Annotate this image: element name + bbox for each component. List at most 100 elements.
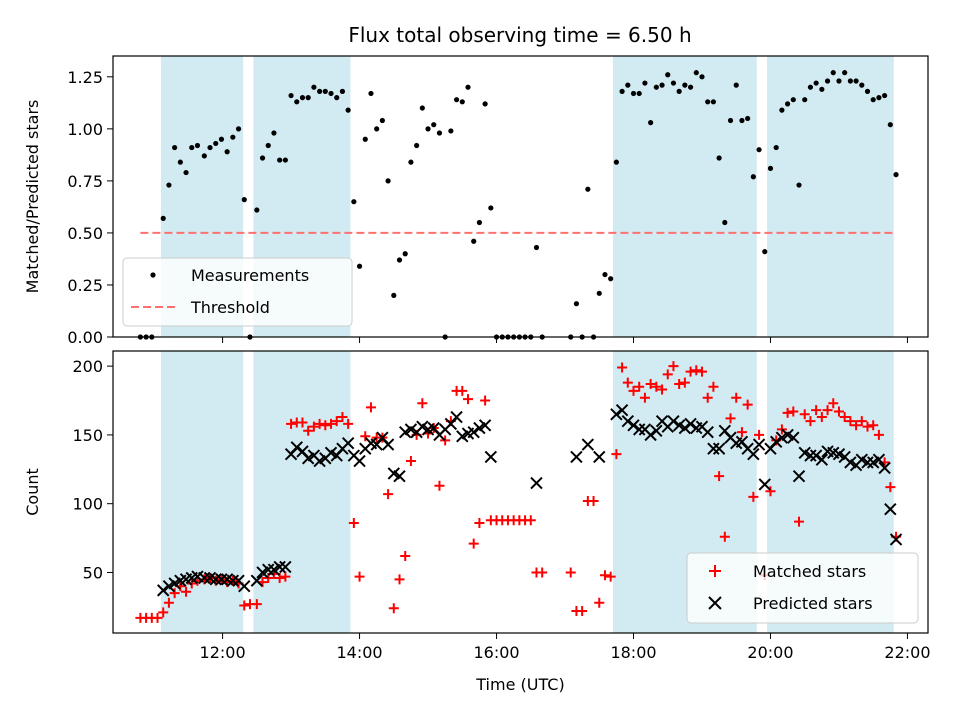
matched-star-marker — [251, 599, 262, 610]
measurement-point — [864, 88, 871, 94]
matched-star-marker — [440, 435, 451, 446]
measurement-point — [259, 155, 266, 161]
measurement-point — [183, 169, 189, 176]
predicted-star-marker — [644, 428, 657, 442]
measurement-point — [235, 126, 242, 132]
measurement-point — [853, 78, 859, 84]
predicted-star-marker — [484, 450, 498, 464]
measurement-point — [396, 257, 403, 263]
predicted-star-marker — [198, 571, 211, 585]
measurement-point — [241, 197, 247, 203]
measurement-point — [385, 178, 391, 184]
predicted-star-marker — [884, 502, 897, 516]
measurement-point — [596, 290, 602, 296]
matched-star-marker — [326, 418, 337, 429]
matched-star-marker — [708, 381, 719, 392]
predicted-star-marker — [250, 574, 264, 587]
matched-star-marker — [577, 605, 588, 616]
matched-star-marker — [628, 385, 639, 396]
observing-band-2 — [253, 351, 351, 633]
top-legend: Measurements Threshold — [122, 257, 353, 327]
measurement-point — [431, 122, 437, 128]
measurement-point — [642, 80, 648, 86]
measurement-point — [425, 126, 431, 132]
measurement-point — [773, 144, 779, 151]
legend-dot-marker — [150, 272, 156, 278]
predicted-star-marker — [684, 417, 697, 431]
matched-star-marker — [417, 398, 428, 409]
matched-star-marker — [525, 515, 536, 526]
measurement-point — [802, 97, 808, 103]
matched-star-marker — [714, 471, 725, 482]
matched-star-marker — [742, 399, 753, 410]
predicted-star-marker — [701, 425, 714, 439]
predicted-star-marker — [593, 450, 606, 464]
measurement-point — [476, 219, 483, 226]
legend-label-threshold: Threshold — [190, 298, 270, 317]
x-tick-label: 18:00 — [610, 643, 656, 662]
top-y-tick-label: 1.00 — [67, 120, 103, 139]
matched-star-marker — [383, 489, 394, 500]
top-legend-box — [122, 257, 353, 327]
legend-label-measurements: Measurements — [191, 266, 309, 285]
predicted-star-marker — [478, 419, 492, 432]
matched-star-marker — [286, 418, 297, 429]
matched-star-marker — [303, 425, 314, 436]
measurement-point — [265, 142, 271, 149]
matched-star-marker — [845, 416, 856, 427]
measurement-point — [436, 130, 443, 136]
measurement-point — [882, 92, 888, 99]
measurement-point — [533, 244, 540, 251]
bottom-x-ticks: 12:00 14:00 16:00 18:00 20:00 22:00 — [200, 633, 931, 662]
measurement-point — [762, 249, 768, 255]
predicted-star-marker — [341, 436, 355, 450]
measurement-point — [842, 70, 848, 76]
matched-star-marker — [537, 567, 548, 578]
top-axes-frame — [112, 55, 929, 338]
top-observing-bands — [160, 56, 894, 337]
top-y-tick-label: 1.25 — [67, 68, 103, 87]
measurement-point — [819, 86, 825, 92]
measurement-point — [311, 84, 317, 90]
matched-star-marker — [856, 416, 867, 427]
measurement-point — [807, 84, 814, 90]
predicted-star-marker — [226, 574, 240, 587]
matched-star-marker — [331, 416, 342, 427]
measurement-point — [294, 99, 300, 105]
measurement-point — [224, 149, 230, 155]
measurement-point — [189, 144, 195, 151]
measurement-point — [676, 88, 682, 94]
legend-x-glyph — [708, 596, 722, 610]
measurement-point — [756, 147, 762, 153]
bottom-y-tick-label: 100 — [72, 495, 103, 514]
matched-star-marker — [348, 517, 359, 528]
matched-star-marker — [394, 574, 405, 585]
matched-star-marker — [280, 571, 291, 582]
predicted-star-marker — [627, 419, 640, 432]
top-y-tick-label: 0.25 — [67, 276, 103, 295]
predicted-star-marker — [215, 573, 228, 586]
measurement-point — [619, 88, 625, 94]
matched-star-marker — [873, 429, 884, 440]
measurement-point — [625, 82, 631, 88]
measurement-point — [870, 97, 876, 103]
measurement-point — [722, 219, 728, 226]
predicted-star-marker — [279, 560, 292, 574]
matched-star-marker — [828, 398, 839, 409]
matched-star-marker — [365, 402, 376, 413]
measurement-point — [687, 84, 694, 90]
matched-star-marker — [611, 449, 622, 460]
bottom-y-tick-label: 150 — [72, 426, 103, 445]
measurement-point — [779, 107, 785, 113]
predicted-star-marker — [353, 454, 366, 468]
matched-star-marker — [822, 405, 833, 416]
measurement-point — [459, 99, 465, 105]
matched-star-marker — [765, 486, 776, 497]
bottom-y-tick-label: 200 — [72, 357, 103, 376]
measurement-point — [453, 97, 460, 103]
predicted-star-marker — [787, 431, 800, 444]
matched-star-marker — [297, 417, 308, 428]
legend-label-predicted-stars: Predicted stars — [753, 594, 873, 613]
matched-star-marker — [588, 495, 599, 506]
